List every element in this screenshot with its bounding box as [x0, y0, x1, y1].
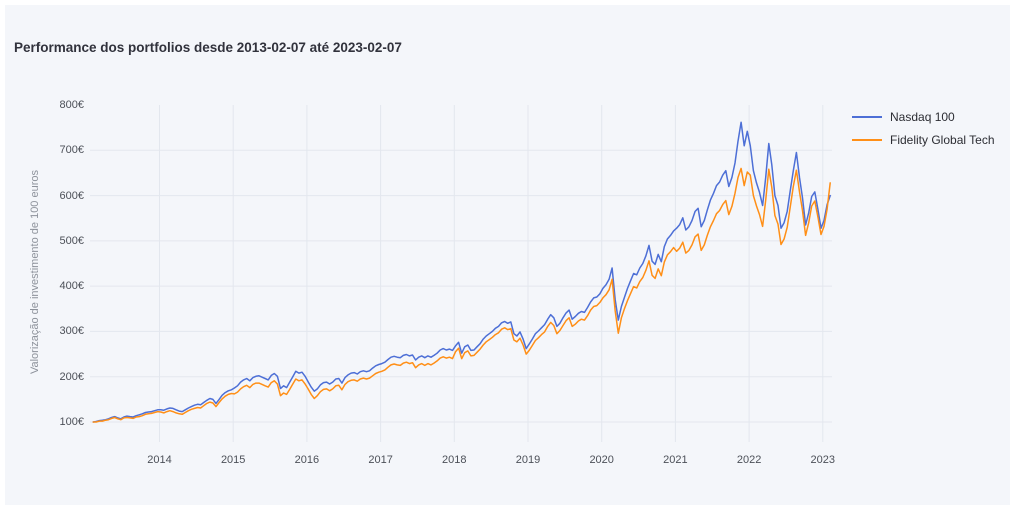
- legend-item-nasdaq-100[interactable]: Nasdaq 100: [852, 110, 995, 124]
- fidelity-global-tech-legend-swatch: [852, 139, 882, 141]
- y-tick-label: 300€: [59, 325, 84, 338]
- x-tick-label: 2016: [294, 454, 320, 466]
- x-tick-label: 2015: [220, 454, 246, 466]
- nasdaq-100-line[interactable]: [92, 121, 831, 423]
- y-tick-label: 200€: [59, 370, 84, 383]
- x-tick-label: 2020: [589, 454, 614, 466]
- x-tick-label: 2019: [515, 454, 541, 466]
- chart-title: Performance dos portfolios desde 2013-02…: [14, 40, 402, 55]
- legend: Nasdaq 100 Fidelity Global Tech: [852, 110, 995, 147]
- x-tick-label: 2014: [147, 454, 172, 466]
- fidelity-global-tech-line[interactable]: [92, 167, 831, 423]
- x-tick-label: 2023: [810, 454, 836, 466]
- legend-item-fidelity-global-tech[interactable]: Fidelity Global Tech: [852, 133, 995, 147]
- nasdaq-100-legend-swatch: [852, 116, 882, 118]
- chart-card: Performance dos portfolios desde 2013-02…: [5, 5, 1010, 505]
- plot-area: [90, 105, 832, 442]
- fidelity-global-tech-legend-label: Fidelity Global Tech: [890, 133, 995, 147]
- nasdaq-100-legend-label: Nasdaq 100: [890, 110, 955, 124]
- y-tick-label: 100€: [59, 416, 84, 428]
- y-tick-label: 800€: [59, 98, 84, 111]
- x-tick-label: 2021: [663, 454, 688, 466]
- y-tick-label: 400€: [59, 280, 84, 293]
- x-tick-label: 2018: [442, 454, 467, 466]
- y-tick-label: 700€: [59, 144, 84, 157]
- x-tick-label: 2017: [368, 454, 393, 466]
- y-tick-label: 500€: [59, 234, 84, 247]
- x-tick-label: 2022: [736, 454, 762, 466]
- gridlines: [90, 105, 832, 442]
- y-tick-label: 600€: [59, 189, 84, 202]
